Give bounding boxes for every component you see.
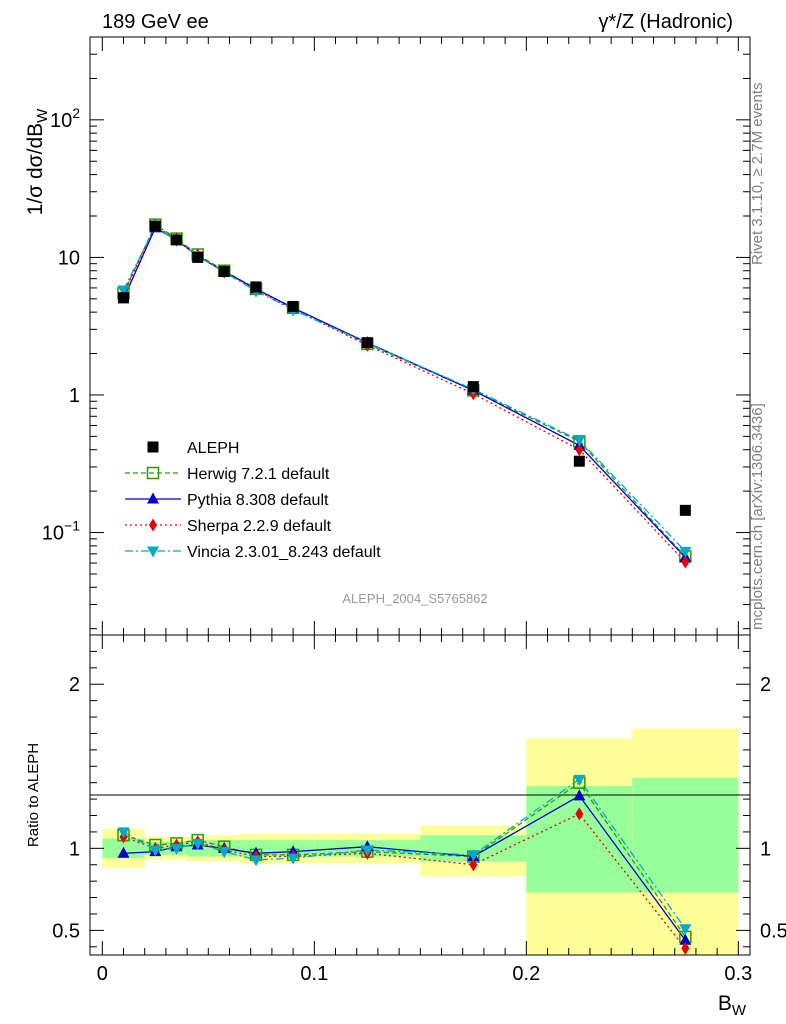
ratio-y-tick-label-left: 2 [69, 674, 80, 696]
main-point-vincia [117, 285, 130, 297]
x-axis-label-subscript: W [732, 1002, 747, 1019]
ratio-point-vincia [287, 853, 300, 865]
ratio-y-tick-label-right: 0.5 [760, 920, 786, 942]
x-tick-label: 0.3 [724, 963, 752, 985]
ratio-point-sherpa [575, 807, 584, 821]
ratio-point-vincia [170, 843, 183, 855]
ratio-point-vincia [467, 850, 480, 862]
x-axis-label-text: B [718, 992, 732, 1015]
ratio-point-pythia [573, 789, 586, 801]
legend-label-pythia: Pythia 8.308 default [187, 492, 329, 509]
ratio-point-vincia [573, 774, 586, 786]
main-point-aleph [467, 381, 479, 393]
main-y-axis-label-text: 1/σ dσ/dB [24, 123, 47, 215]
legend-marker-sherpa [149, 518, 157, 532]
main-point-aleph [171, 234, 183, 246]
ratio-y-tick-label-left: 0.5 [52, 920, 80, 942]
main-line-sherpa [122, 225, 686, 563]
legend: ALEPH Herwig 7.2.1 default Pythia 8.308 de… [125, 440, 381, 561]
main-y-tick-label-exponent: 2 [72, 105, 80, 121]
ratio-y-tick-label-right: 2 [760, 674, 771, 696]
main-y-tick-label-exponent: −1 [64, 518, 80, 534]
ratio-tick-labels: 0.5 0.5 1 1 2 2 0 0.1 0.2 0.3 [52, 674, 786, 985]
ratio-y-tick-label-left: 1 [69, 838, 80, 860]
legend-label-sherpa: Sherpa 2.2.9 default [187, 518, 332, 535]
ratio-point-vincia [250, 855, 263, 867]
main-point-vincia [573, 435, 586, 447]
ratio-point-vincia [361, 845, 374, 857]
ratio-axis-ticks [90, 635, 750, 955]
legend-marker-aleph [147, 441, 159, 453]
ratio-point-pythia [679, 933, 692, 945]
ratio-point-pythia [117, 846, 130, 858]
main-y-axis-label: 1/σ dσ/dBW [24, 108, 51, 215]
legend-label-herwig: Herwig 7.2.1 default [187, 466, 330, 483]
main-y-axis-label-subscript: W [34, 108, 51, 123]
main-y-tick-label-base: 10 [58, 247, 80, 269]
ratio-point-vincia [117, 827, 130, 839]
main-point-aleph [250, 281, 262, 293]
header-right-title: γ*/Z (Hadronic) [599, 11, 733, 33]
ratio-point-sherpa [469, 858, 478, 872]
ratio-point-vincia [218, 847, 231, 859]
legend-marker-pythia [147, 492, 159, 504]
ratio-y-axis-label: Ratio to ALEPH [25, 743, 42, 847]
main-point-aleph [117, 292, 129, 304]
main-y-tick-label: 10 [58, 247, 80, 269]
main-point-aleph [361, 337, 373, 349]
x-axis-label: BW [718, 992, 747, 1019]
legend-label-vincia: Vincia 2.3.01_8.243 default [187, 544, 381, 561]
ratio-point-vincia [149, 845, 162, 857]
x-tick-label: 0.2 [512, 963, 540, 985]
main-point-aleph [287, 300, 299, 312]
ratio-point-vincia [679, 924, 692, 936]
main-y-tick-label-base: 10 [42, 523, 64, 545]
main-axis-ticks [90, 36, 750, 635]
mcplots-label: mcplots.cern.ch [arXiv:1306.3436] [749, 403, 766, 630]
main-point-aleph [573, 455, 585, 467]
main-point-aleph [218, 265, 230, 277]
legend-label-aleph: ALEPH [187, 440, 239, 457]
main-point-aleph [149, 220, 161, 232]
ratio-series-markers [117, 774, 692, 955]
ratio-band-inner [632, 777, 739, 893]
main-point-aleph [679, 504, 691, 516]
x-tick-label: 0 [97, 963, 108, 985]
main-point-sherpa [681, 555, 690, 569]
legend-marker-vincia [147, 546, 159, 558]
ratio-point-vincia [191, 838, 204, 850]
main-series-markers [117, 218, 692, 569]
main-point-sherpa [575, 443, 584, 457]
ratio-band-inner [526, 785, 633, 893]
main-y-tick-label-base: 1 [69, 385, 80, 407]
rivet-version-label: Rivet 3.1.10, ≥ 2.7M events [749, 83, 766, 266]
main-point-vincia [679, 546, 692, 558]
ratio-point-sherpa [681, 941, 690, 955]
main-line-vincia [122, 225, 686, 552]
main-y-tick-label: 10−1 [42, 518, 80, 545]
ratio-y-tick-label-right: 1 [760, 838, 771, 860]
main-y-tick-label-base: 10 [50, 110, 72, 132]
analysis-label: ALEPH_2004_S5765862 [342, 591, 487, 606]
ratio-panel: 0.5 0.5 1 1 2 2 0 0.1 0.2 0.3 Ratio to ALEPH BW [25, 634, 786, 1019]
main-point-aleph [192, 251, 204, 263]
legend-marker-herwig [146, 466, 160, 480]
x-tick-label: 0.1 [300, 963, 328, 985]
main-y-tick-label: 1 [69, 385, 80, 407]
main-y-tick-label: 102 [50, 105, 80, 132]
header-left-title: 189 GeV ee [102, 11, 209, 33]
